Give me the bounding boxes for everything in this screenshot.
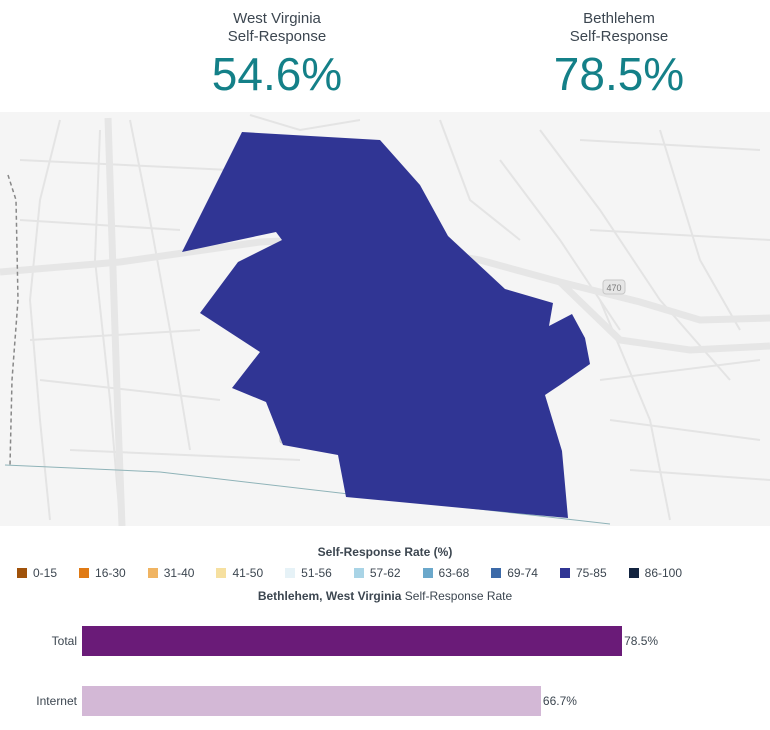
legend-label: 0-15 — [33, 566, 58, 580]
legend-item: 31-40 — [147, 566, 195, 580]
legend-item: 0-15 — [17, 566, 57, 580]
legend-item: 51-56 — [285, 566, 332, 580]
bar-row: Internet 66.7% — [0, 686, 770, 716]
chart-subtitle-rest: Self-Response Rate — [404, 589, 513, 603]
chart-subtitle: Bethlehem, West Virginia Self-Response R… — [0, 589, 770, 603]
legend-label: 75-85 — [575, 566, 607, 580]
legend-item: 69-74 — [491, 566, 538, 580]
legend-label: 51-56 — [301, 566, 332, 580]
legend-swatch — [216, 568, 227, 578]
bar-value-label: 78.5% — [624, 634, 659, 648]
bethlehem-boundary[interactable] — [182, 132, 590, 518]
bar-row: Total 78.5% — [0, 626, 770, 656]
bar-category-label: Total — [51, 634, 77, 648]
map[interactable]: 470 88 — [0, 112, 770, 526]
legend-swatch — [353, 568, 364, 578]
legend-item: 75-85 — [559, 566, 607, 580]
state-stat-label-line2: Self-Response — [227, 28, 327, 45]
bar[interactable] — [82, 686, 541, 716]
highways — [0, 117, 770, 526]
bar[interactable] — [82, 626, 623, 656]
legend-label: 69-74 — [507, 566, 538, 580]
legend-label: 31-40 — [163, 566, 195, 580]
bar-value-label: 66.7% — [542, 694, 577, 708]
legend-swatch — [285, 568, 296, 578]
legend-label: 41-50 — [232, 566, 264, 580]
legend-swatch — [491, 568, 502, 578]
legend-item: 57-62 — [353, 566, 401, 580]
legend-label: 16-30 — [95, 566, 126, 580]
bar-category-label: Internet — [36, 694, 77, 708]
legend-swatch — [628, 568, 639, 578]
bethlehem-stat: Bethlehem Self-Response 78.5% — [489, 10, 749, 100]
place-stat-value: 78.5% — [553, 48, 685, 100]
legend-swatch — [422, 568, 433, 578]
street-network — [19, 114, 770, 521]
legend-swatch — [17, 568, 27, 578]
state-stat-label-line1: West Virginia — [233, 10, 321, 27]
legend-swatch — [559, 568, 570, 578]
legend-label: 57-62 — [369, 566, 401, 580]
legend-label: 63-68 — [438, 566, 470, 580]
legend-label: 86-100 — [644, 566, 683, 580]
place-stat-label-line2: Self-Response — [569, 28, 669, 45]
legend-swatch — [147, 568, 158, 578]
west-virginia-stat: West Virginia Self-Response 54.6% — [147, 10, 407, 100]
legend-item: 86-100 — [628, 566, 683, 580]
chart-subtitle-place: Bethlehem, West Virginia — [257, 589, 402, 603]
legend-item: 41-50 — [216, 566, 263, 580]
state-stat-value: 54.6% — [211, 48, 343, 100]
highway-shield-470: 470 — [602, 279, 626, 295]
legend-item: 16-30 — [79, 566, 126, 580]
place-stat-label-line1: Bethlehem — [583, 10, 655, 27]
legend-swatch — [79, 568, 90, 578]
highway-shield-470-text: 470 — [606, 283, 621, 293]
legend-title: Self-Response Rate (%) — [317, 545, 453, 559]
legend-item: 63-68 — [422, 566, 470, 580]
county-boundary — [7, 174, 19, 466]
legend: 0-15 16-30 31-40 41-50 51-56 57-62 63-68 69-74 7… — [17, 566, 704, 580]
